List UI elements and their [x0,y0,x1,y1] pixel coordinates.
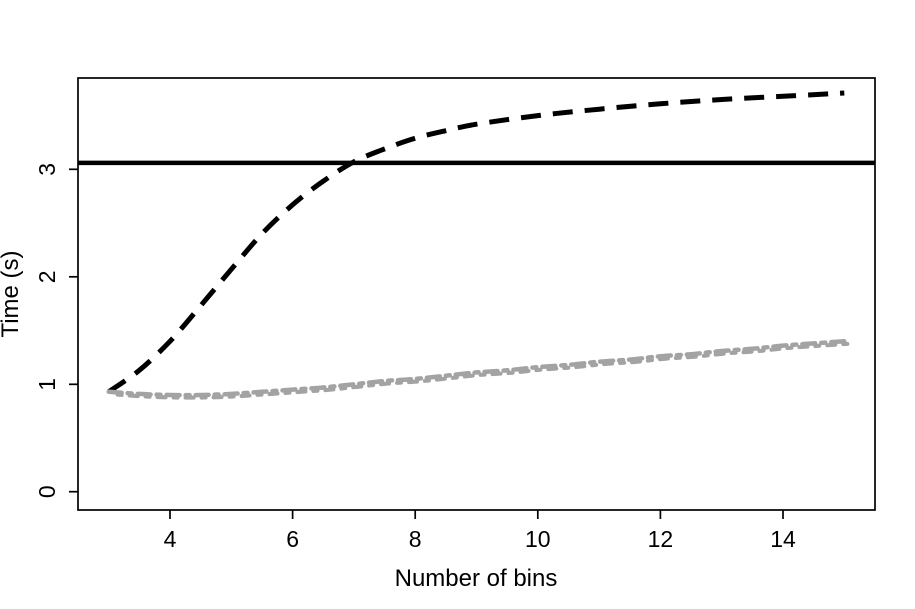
x-axis-title: Number of bins [395,565,558,592]
y-tick-label: 0 [34,485,60,498]
x-tick-label: 10 [525,526,551,552]
gray-dotdash-series [106,339,847,398]
y-tick-label: 2 [34,270,60,283]
black-dashed-series [107,90,845,394]
y-axis: 0 1 2 3 [34,163,78,498]
x-axis: 4 6 8 10 12 14 [164,510,796,552]
y-tick-label: 1 [34,378,60,391]
x-tick-label: 4 [164,526,177,552]
x-tick-label: 6 [286,526,299,552]
plot-area-border [77,77,876,511]
x-tick-label: 14 [770,526,796,552]
gray-dotdash-series-echo [110,341,851,400]
x-tick-label: 12 [648,526,674,552]
y-axis-title: Time (s) [0,250,24,337]
series-group [106,90,851,400]
x-tick-label: 8 [409,526,422,552]
y-tick-label: 3 [34,163,60,176]
